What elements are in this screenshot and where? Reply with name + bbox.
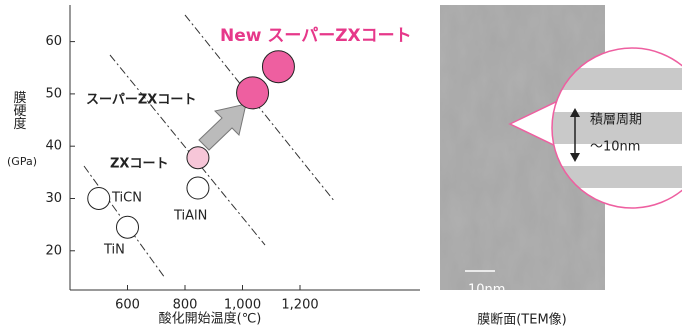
point-label: TiN — [103, 243, 125, 258]
y-tick-label: 60 — [45, 34, 62, 49]
arrow — [199, 104, 246, 150]
point — [262, 51, 294, 83]
inset-label: 積層周期 — [590, 113, 642, 128]
x-axis-label: 酸化開始温度(℃) — [159, 311, 262, 327]
point-label: ZXコート — [110, 157, 168, 172]
point-label: New スーパーZXコート — [220, 26, 412, 46]
x-tick-label: 1,200 — [281, 298, 318, 313]
y-axis-unit: (GPa) — [7, 155, 37, 168]
point-label: TiAlN — [173, 209, 207, 224]
x-tick-label: 1,000 — [224, 298, 261, 313]
y-tick-label: 30 — [45, 191, 62, 206]
x-tick-label: 600 — [115, 298, 140, 313]
y-tick-label: 40 — [45, 139, 62, 154]
point — [187, 147, 209, 169]
point — [237, 77, 269, 109]
point — [187, 177, 209, 199]
y-axis-label: 膜硬度 — [11, 91, 27, 130]
point-label: TiCN — [111, 191, 142, 206]
y-tick-label: 50 — [45, 86, 62, 101]
y-tick-label: 20 — [45, 243, 62, 258]
figure: 膜硬度 (GPa) 酸化開始温度(℃) スーパーZXコート 10nm 膜断面(T… — [0, 0, 682, 331]
x-tick-label: 800 — [173, 298, 198, 313]
scale-label: 10nm — [468, 283, 505, 298]
image-caption: 膜断面(TEM像) — [477, 313, 567, 328]
point — [117, 216, 139, 238]
point — [88, 187, 110, 209]
inset-period: 〜10nm — [590, 140, 640, 155]
annotation: スーパーZXコート — [86, 93, 196, 108]
